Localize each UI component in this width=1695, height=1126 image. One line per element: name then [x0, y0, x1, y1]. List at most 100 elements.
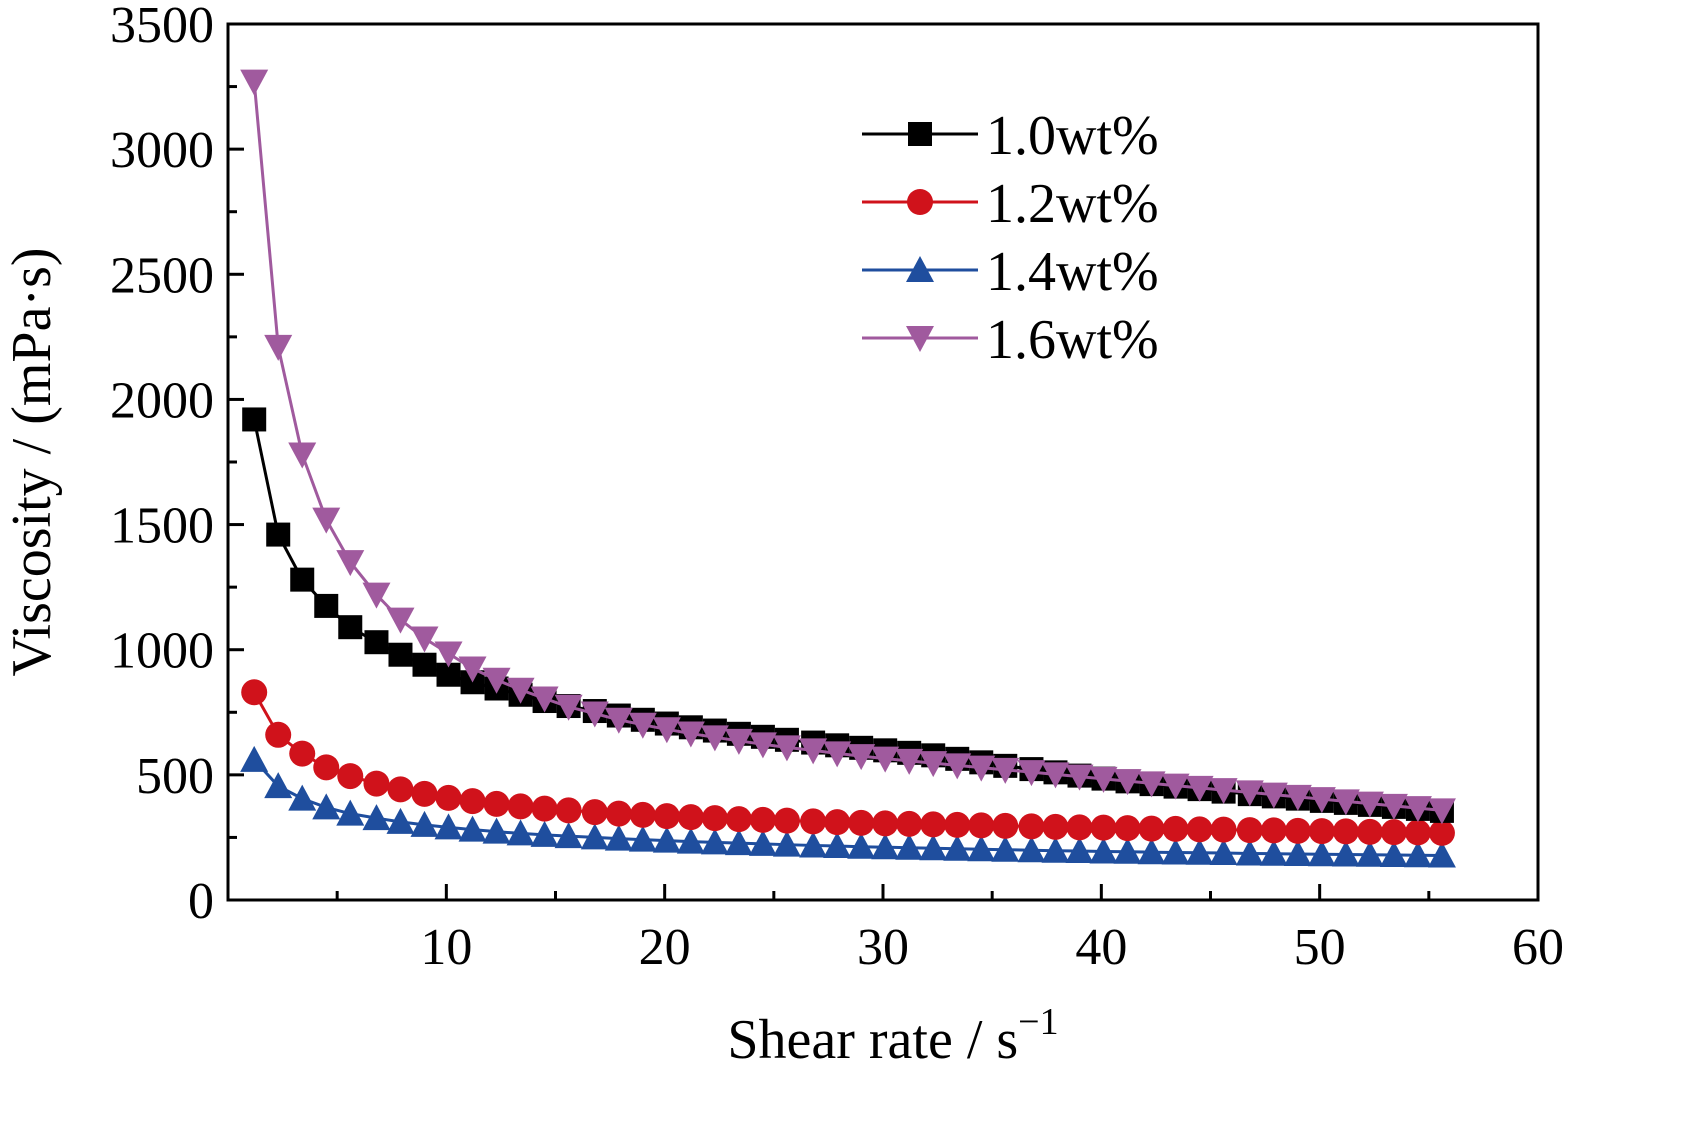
data-point [943, 753, 972, 780]
data-point [919, 751, 948, 778]
data-point [1355, 791, 1384, 818]
data-point [555, 797, 582, 824]
data-point [1066, 814, 1093, 841]
data-point [871, 746, 900, 773]
data-point [772, 735, 801, 762]
data-point [1404, 819, 1431, 846]
data-point [920, 811, 947, 838]
data-point [266, 522, 291, 547]
data-point [312, 507, 341, 534]
plot-series [240, 69, 1456, 868]
data-point [1380, 819, 1407, 846]
data-point [1403, 796, 1432, 823]
data-point [434, 813, 463, 840]
data-point [628, 712, 657, 739]
data-point [967, 755, 996, 782]
x-axis-title: Shear rate / s−1 [727, 1001, 1058, 1071]
x-tick-label: 20 [639, 919, 691, 976]
data-point [604, 824, 633, 851]
legend-entry: 1.6wt% [862, 309, 1159, 371]
data-point [1236, 817, 1263, 844]
data-point [800, 808, 827, 835]
data-point [1403, 841, 1432, 868]
data-point [337, 763, 364, 790]
data-point [1185, 775, 1214, 802]
y-axis-ticks: 0 500 1000 1500 2000 2500 3000 3500 [110, 0, 244, 930]
data-point [724, 728, 753, 755]
data-point [1427, 798, 1456, 825]
y-tick-label: 500 [136, 748, 214, 805]
data-point [506, 677, 535, 704]
data-point [823, 831, 852, 858]
data-point [895, 748, 924, 775]
plot-frame [226, 22, 1540, 902]
series-line [252, 81, 1443, 812]
data-point [1138, 815, 1165, 842]
data-point [1114, 815, 1141, 842]
data-point [919, 834, 948, 861]
y-axis-title: Viscosity / (mPa·s) [1, 247, 63, 676]
data-point [1017, 760, 1046, 787]
data-point [1331, 840, 1360, 867]
data-point [314, 593, 339, 618]
data-point [1209, 838, 1238, 865]
data-point [992, 812, 1019, 839]
data-point [506, 819, 535, 846]
data-point [895, 833, 924, 860]
data-point [1089, 766, 1118, 793]
data-point [554, 822, 583, 849]
data-point [412, 652, 437, 677]
data-point [896, 810, 923, 837]
legend-label: 1.0wt% [986, 105, 1159, 167]
legend-entry: 1.0wt% [862, 105, 1159, 167]
x-axis-ticks: 10 20 30 40 50 60 [335, 884, 1564, 976]
data-point [288, 784, 317, 811]
data-point [701, 805, 728, 832]
data-point [748, 829, 777, 856]
data-point [991, 757, 1020, 784]
data-point [362, 804, 391, 831]
data-point [847, 744, 876, 771]
series-1.0wt% [242, 407, 1454, 823]
data-point [459, 788, 486, 815]
data-point [700, 828, 729, 855]
legend-marker [906, 326, 934, 352]
data-point [652, 826, 681, 853]
legend-marker [906, 256, 934, 282]
data-point [749, 806, 776, 833]
legend: 1.0wt%1.2wt%1.4wt%1.6wt% [862, 105, 1159, 371]
series-1.6wt% [240, 69, 1456, 825]
data-point [1259, 839, 1288, 866]
y-tick-label: 0 [188, 873, 214, 930]
data-point [848, 809, 875, 836]
data-point [1284, 817, 1311, 844]
data-point [725, 806, 752, 833]
data-point [629, 801, 656, 828]
data-point [653, 803, 680, 830]
data-point [871, 833, 900, 860]
data-point [967, 835, 996, 862]
data-point [676, 721, 705, 748]
legend-label: 1.2wt% [986, 173, 1159, 235]
data-point [1161, 773, 1190, 800]
data-point [1090, 814, 1117, 841]
data-point [1308, 818, 1335, 845]
x-tick-label: 60 [1512, 919, 1564, 976]
data-point [240, 745, 269, 772]
data-point [313, 754, 340, 781]
data-point [1113, 769, 1142, 796]
data-point [1235, 839, 1264, 866]
data-point [410, 810, 439, 837]
y-tick-label: 3500 [110, 0, 214, 54]
data-point [434, 641, 463, 668]
data-point [265, 721, 292, 748]
data-point [1089, 837, 1118, 864]
data-point [482, 667, 511, 694]
data-point [240, 69, 269, 96]
x-axis-title-superscript: −1 [1018, 1001, 1058, 1043]
data-point [799, 831, 828, 858]
data-point [362, 582, 391, 609]
data-point [1356, 818, 1383, 845]
data-point [386, 607, 415, 634]
